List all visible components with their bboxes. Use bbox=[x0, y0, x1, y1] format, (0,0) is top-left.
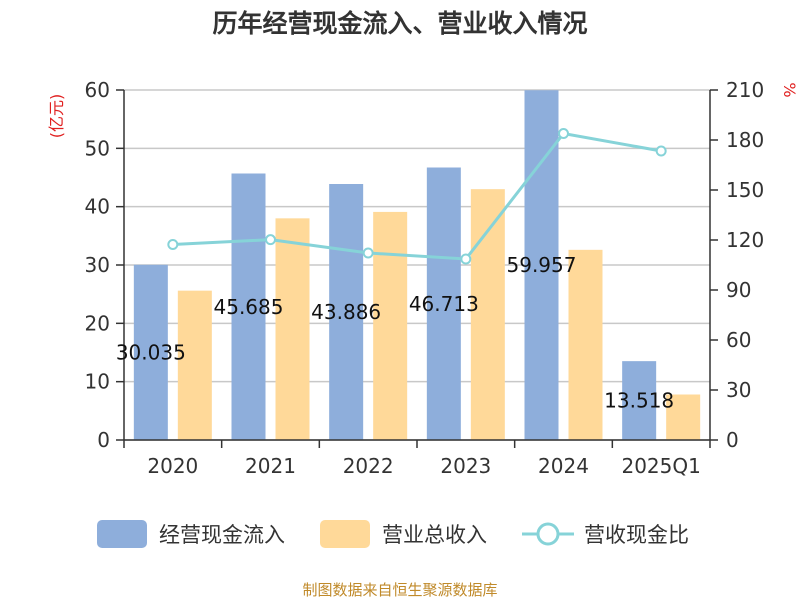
legend-label-0: 经营现金流入 bbox=[159, 523, 285, 547]
legend-label-1: 营业总收入 bbox=[382, 523, 487, 547]
left-tick-label-10: 10 bbox=[85, 370, 110, 394]
left-tick-label-20: 20 bbox=[85, 311, 110, 335]
revenue-bar-2025Q1 bbox=[666, 394, 701, 440]
left-tick-label-50: 50 bbox=[85, 136, 110, 160]
legend-swatch-1 bbox=[320, 520, 370, 548]
right-tick-label-180: 180 bbox=[726, 128, 764, 152]
data-label-2023: 46.713 bbox=[409, 292, 479, 316]
cash-inflow-bar-2021 bbox=[231, 173, 266, 441]
revenue-bar-2020 bbox=[177, 290, 212, 440]
bar-series bbox=[133, 90, 701, 441]
left-tick-label-30: 30 bbox=[85, 253, 110, 277]
legend: 经营现金流入 营业总收入 营收现金比 bbox=[97, 520, 689, 548]
left-tick-label-40: 40 bbox=[85, 195, 110, 219]
right-tick-label-60: 60 bbox=[726, 328, 751, 352]
revenue-bar-2022 bbox=[373, 211, 408, 440]
revenue-bar-2021 bbox=[275, 218, 310, 440]
cash-inflow-bar-2020 bbox=[133, 264, 168, 440]
legend-swatch-0 bbox=[97, 520, 147, 548]
data-labels: 30.035 45.685 43.886 46.713 59.957 13.518 bbox=[116, 253, 674, 412]
right-tick-label-0: 0 bbox=[726, 428, 739, 452]
left-tick-label-60: 60 bbox=[85, 78, 110, 102]
data-label-2020: 30.035 bbox=[116, 340, 186, 364]
ratio-point-2021 bbox=[265, 234, 276, 246]
right-tick-label-150: 150 bbox=[726, 178, 764, 202]
axes: 0 10 20 30 40 50 60 0 30 60 90 120 150 180 210 2020 2021… bbox=[85, 78, 765, 478]
ratio-point-2025Q1 bbox=[655, 145, 667, 157]
source-note: 制图数据来自恒生聚源数据库 bbox=[302, 581, 497, 599]
data-label-2022: 43.886 bbox=[311, 300, 381, 324]
grid-lines bbox=[124, 89, 710, 441]
revenue-bar-2024 bbox=[568, 249, 603, 440]
x-tick-label-2024: 2024 bbox=[538, 454, 589, 478]
x-tick-label-2020: 2020 bbox=[147, 454, 198, 478]
right-tick-label-120: 120 bbox=[726, 228, 764, 252]
left-axis-unit: (亿元) bbox=[47, 94, 66, 139]
left-tick-label-0: 0 bbox=[97, 428, 110, 452]
legend-label-2: 营收现金比 bbox=[584, 523, 689, 547]
cash-inflow-bar-2025Q1 bbox=[622, 361, 657, 440]
right-tick-label-90: 90 bbox=[726, 278, 751, 302]
ratio-point-2023 bbox=[460, 253, 472, 265]
ratio-point-2022 bbox=[362, 247, 374, 259]
ratio-line bbox=[172, 131, 662, 261]
ratio-line-series bbox=[167, 128, 667, 265]
data-label-2024: 59.957 bbox=[507, 253, 577, 277]
right-axis-unit: % bbox=[780, 82, 799, 97]
chart-title: 历年经营现金流入、营业收入情况 bbox=[212, 9, 587, 38]
cash-inflow-bar-2023 bbox=[426, 167, 461, 440]
cash-inflow-bar-2022 bbox=[329, 183, 364, 440]
ratio-point-2024 bbox=[558, 128, 569, 139]
x-tick-label-2021: 2021 bbox=[245, 454, 296, 478]
ratio-point-2020 bbox=[167, 239, 179, 250]
x-tick-label-2025Q1: 2025Q1 bbox=[621, 454, 700, 478]
x-tick-label-2022: 2022 bbox=[343, 454, 394, 478]
x-tick-label-2023: 2023 bbox=[440, 454, 491, 478]
data-label-2025Q1: 13.518 bbox=[604, 389, 674, 413]
data-label-2021: 45.685 bbox=[214, 295, 284, 319]
right-tick-label-210: 210 bbox=[726, 78, 764, 102]
legend-line-marker bbox=[536, 522, 560, 546]
right-tick-label-30: 30 bbox=[726, 378, 751, 402]
